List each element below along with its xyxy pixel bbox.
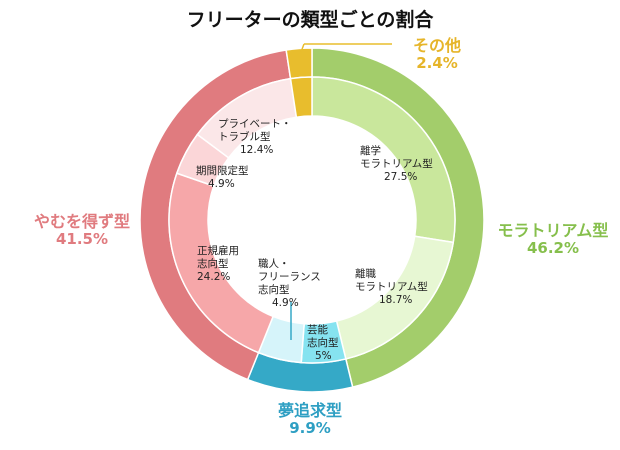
inner-label-craftsman: 職人・ フリーランス 志向型 4.9% xyxy=(258,258,321,311)
inner-slice-7 xyxy=(289,76,313,119)
inner-label-entertainment: 芸能 志向型 5% xyxy=(307,324,339,363)
label-line: 志向型 xyxy=(258,284,290,297)
label-line: トラブル型 xyxy=(218,131,271,144)
leader-lines xyxy=(290,43,392,340)
outer-label-moratorium: モラトリアム型 46.2% xyxy=(488,221,618,258)
label-line: 志向型 xyxy=(307,337,339,350)
chart-title: フリーターの類型ごとの割合 xyxy=(186,9,434,31)
inner-label-private-trouble: プライベート・ トラブル型 12.4% xyxy=(218,118,292,157)
data-label: 12.4% xyxy=(240,144,274,157)
inner-label-fixed-term: 期間限定型 4.9% xyxy=(196,165,249,191)
outer-label-forced: やむを得ず型 41.5% xyxy=(12,212,152,249)
label-line: モラトリアム型 xyxy=(360,158,433,171)
label-line: 離職 xyxy=(355,268,376,280)
label-line: モラトリアム型 xyxy=(355,281,428,294)
label-line: 正規雇用 xyxy=(197,245,239,257)
data-label: 5% xyxy=(315,350,332,363)
outer-slice-3 xyxy=(285,47,313,80)
series-name: やむを得ず型 xyxy=(33,212,130,231)
series-name: その他 xyxy=(412,36,461,55)
data-label: 41.5% xyxy=(55,230,109,249)
label-line: フリーランス xyxy=(258,271,321,284)
label-line: プライベート・ xyxy=(218,118,292,130)
label-line: 職人・ xyxy=(258,258,290,270)
label-line: 志向型 xyxy=(197,258,229,271)
label-line: 離学 xyxy=(360,145,381,157)
outer-label-dream: 夢追求型 9.9% xyxy=(250,401,370,438)
inner-ring xyxy=(168,76,456,364)
inner-label-school-moratorium: 離学 モラトリアム型 27.5% xyxy=(360,145,433,184)
data-label: 9.9% xyxy=(289,419,331,438)
data-label: 2.4% xyxy=(416,54,458,73)
data-label: 18.7% xyxy=(379,294,413,307)
data-label: 4.9% xyxy=(272,297,299,310)
data-label: 24.2% xyxy=(197,271,231,284)
label-line: 期間限定型 xyxy=(196,165,249,177)
leader-line-other xyxy=(300,43,305,53)
inner-label-regular: 正規雇用 志向型 24.2% xyxy=(197,245,239,284)
data-label: 4.9% xyxy=(208,178,235,191)
label-line: 芸能 xyxy=(307,324,328,336)
inner-label-job-moratorium: 離職 モラトリアム型 18.7% xyxy=(355,268,428,307)
series-name: 夢追求型 xyxy=(277,401,342,420)
data-label: 27.5% xyxy=(384,171,418,184)
outer-label-other: その他 2.4% xyxy=(392,36,482,73)
data-label: 46.2% xyxy=(526,239,580,258)
series-name: モラトリアム型 xyxy=(497,221,609,240)
